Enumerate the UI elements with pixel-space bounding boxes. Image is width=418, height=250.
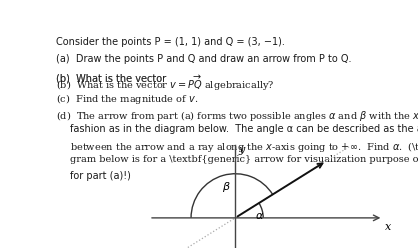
Text: (b)  What is the vector: (b) What is the vector — [56, 73, 169, 83]
Text: for part (a)!): for part (a)!) — [70, 170, 131, 180]
Text: $\alpha$: $\alpha$ — [255, 211, 264, 221]
Text: y: y — [238, 145, 245, 155]
Text: (b)  What is the vector: (b) What is the vector — [56, 73, 169, 83]
Text: fashion as in the diagram below.  The angle α can be described as the angle form: fashion as in the diagram below. The ang… — [70, 124, 418, 134]
Text: $\beta$: $\beta$ — [222, 180, 231, 194]
Text: between the arrow and a ray along the $x$-axis going to $+\infty$.  Find $\alpha: between the arrow and a ray along the $x… — [70, 140, 418, 154]
Text: gram below is for a \textbf{generic} arrow for visualization purpose only and is: gram below is for a \textbf{generic} arr… — [70, 155, 418, 164]
Text: (c)  Find the magnitude of $v$.: (c) Find the magnitude of $v$. — [56, 92, 199, 106]
Text: (d)  The arrow from part (a) forms two possible angles $\alpha$ and $\beta$ with: (d) The arrow from part (a) forms two po… — [56, 109, 418, 123]
Text: (a)  Draw the points P and Q and draw an arrow from P to Q.: (a) Draw the points P and Q and draw an … — [56, 54, 352, 64]
Text: Consider the points P = (1, 1) and Q = (3, −1).: Consider the points P = (1, 1) and Q = (… — [56, 37, 285, 47]
Text: (b)  What is the vector v: (b) What is the vector v — [56, 73, 175, 83]
Text: x: x — [385, 222, 391, 232]
Text: (b)  What is the vector $v = \overrightarrow{PQ}$ algebraically?: (b) What is the vector $v = \overrightar… — [56, 73, 275, 93]
